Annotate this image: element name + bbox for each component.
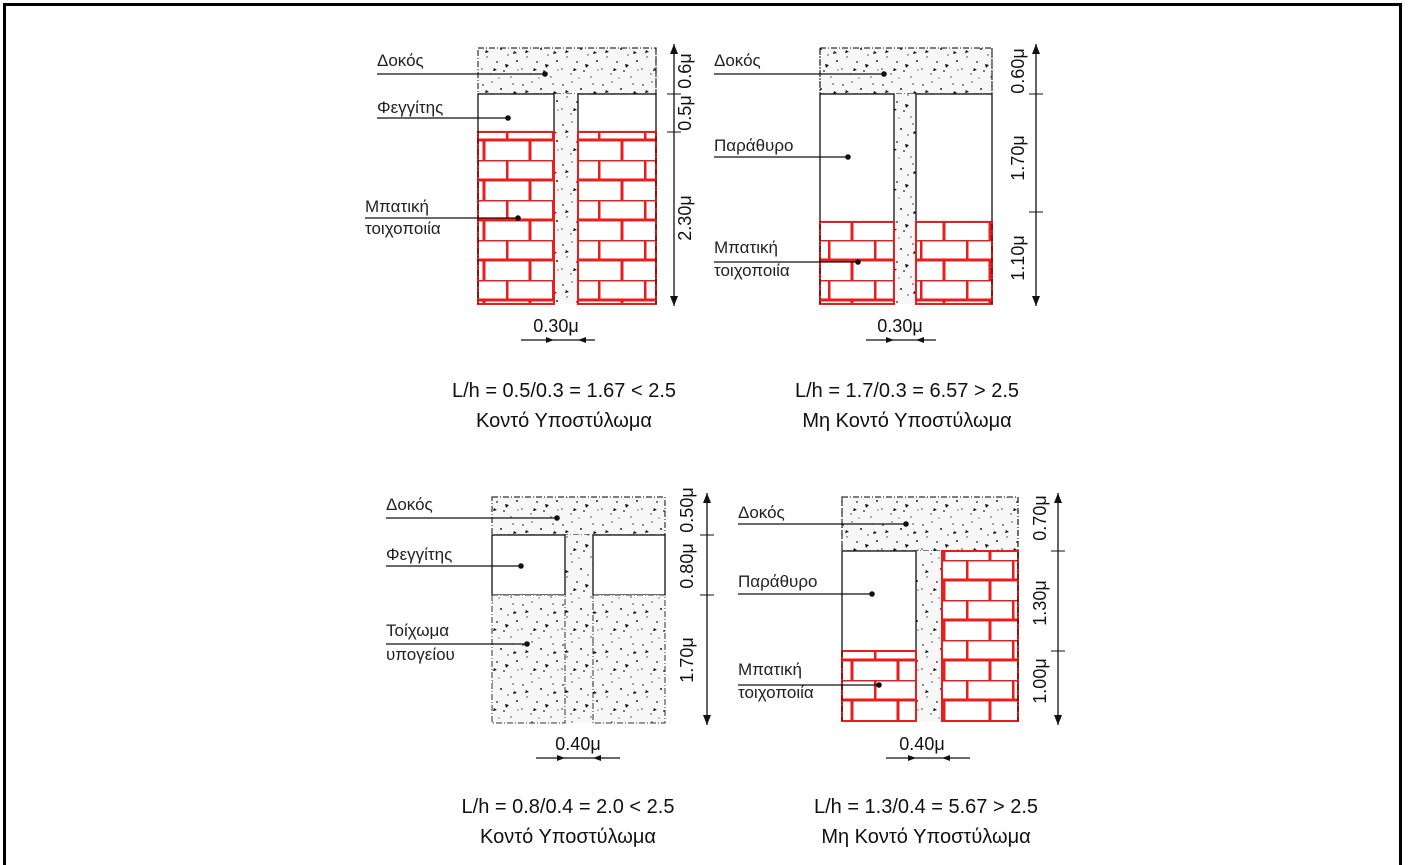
dim-width: 0.40μ (555, 734, 600, 754)
dim-mid: 1.30μ (1030, 580, 1050, 625)
dim-bottom: 1.10μ (1008, 235, 1028, 280)
verdict: Κοντό Υποστύλωμα (480, 826, 656, 848)
panel-2: Δοκός Παράθυρο Μπατική τοιχοποιία 0.60μ … (714, 44, 1043, 432)
dim-mid: 0.5μ (675, 95, 695, 130)
label-masonry-2: τοιχοποιία (738, 683, 814, 702)
equation: L/h = 1.3/0.4 = 5.67 > 2.5 (814, 796, 1038, 818)
dim-mid: 1.70μ (1008, 135, 1028, 180)
dim-top: 0.70μ (1030, 495, 1050, 540)
equation: L/h = 1.7/0.3 = 6.57 > 2.5 (795, 380, 1019, 402)
label-window: Παράθυρο (714, 136, 793, 155)
panel-3: Δοκός Φεγγίτης Τοίχωμα υπογείου 0.50μ 0.… (386, 487, 714, 848)
verdict: Μη Κοντό Υποστύλωμα (821, 826, 1030, 848)
dim-bottom: 1.70μ (677, 637, 697, 682)
dim-mid: 0.80μ (677, 543, 697, 588)
equation: L/h = 0.5/0.3 = 1.67 < 2.5 (452, 380, 676, 402)
label-beam: Δοκός (714, 51, 761, 70)
label-window: Παράθυρο (738, 572, 817, 591)
dim-width: 0.30μ (533, 316, 578, 336)
panel-4: Δοκός Παράθυρο Μπατική τοιχοποιία 0.70μ … (738, 493, 1065, 848)
diagram-frame (3, 3, 1402, 865)
label-basement-1: Τοίχωμα (386, 621, 449, 640)
label-beam: Δοκός (377, 51, 424, 70)
dim-width: 0.40μ (899, 734, 944, 754)
label-masonry-1: Μπατική (738, 660, 802, 679)
dim-width: 0.30μ (877, 316, 922, 336)
dim-top: 0.60μ (1008, 48, 1028, 93)
verdict: Μη Κοντό Υποστύλωμα (802, 410, 1011, 432)
dim-bottom: 2.30μ (675, 195, 695, 240)
equation: L/h = 0.8/0.4 = 2.0 < 2.5 (462, 796, 675, 818)
label-beam: Δοκός (738, 503, 785, 522)
label-beam: Δοκός (386, 495, 433, 514)
label-clerestory: Φεγγίτης (377, 98, 443, 117)
label-masonry-1: Μπατική (714, 238, 778, 257)
dim-top: 0.50μ (677, 487, 697, 532)
label-masonry-2: τοιχοποιία (714, 261, 790, 280)
panel-1: Δοκός Φεγγίτης Μπατική τοιχοποιία 0.6μ 0… (365, 44, 695, 432)
label-basement-2: υπογείου (386, 645, 455, 664)
dim-top: 0.6μ (675, 53, 695, 88)
verdict: Κοντό Υποστύλωμα (476, 410, 652, 432)
label-masonry-1: Μπατική (365, 197, 429, 216)
dim-bottom: 1.00μ (1030, 658, 1050, 703)
label-clerestory: Φεγγίτης (386, 545, 452, 564)
label-masonry-2: τοιχοποιία (365, 219, 441, 238)
